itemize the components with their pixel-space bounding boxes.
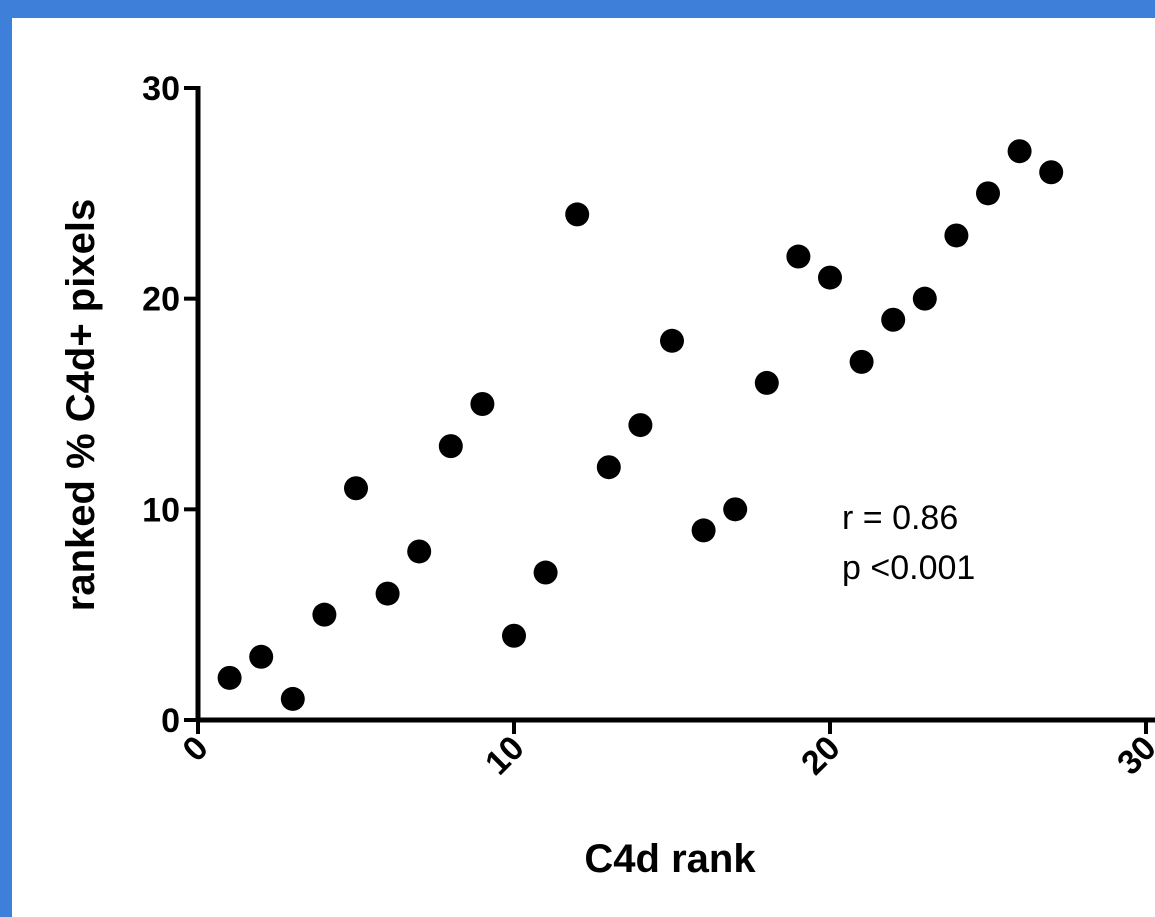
data-point bbox=[1007, 139, 1032, 164]
data-point bbox=[502, 623, 526, 648]
data-point bbox=[754, 370, 779, 395]
data-point bbox=[470, 392, 495, 416]
data-point bbox=[976, 181, 1000, 206]
data-point bbox=[217, 665, 242, 690]
data-point bbox=[723, 497, 748, 522]
y-axis-title: ranked % C4d+ pixels bbox=[59, 199, 103, 611]
data-point bbox=[312, 602, 337, 627]
correlation-annotation: r = 0.86 bbox=[842, 499, 958, 537]
data-points bbox=[217, 139, 1064, 711]
data-point bbox=[881, 307, 906, 332]
data-point bbox=[375, 581, 400, 606]
data-point bbox=[628, 413, 653, 438]
data-point bbox=[280, 686, 305, 711]
data-point bbox=[438, 434, 463, 459]
y-tick-label: 10 bbox=[142, 491, 180, 529]
x-axis-title: C4d rank bbox=[584, 837, 756, 881]
data-point bbox=[912, 286, 937, 311]
p-value-annotation: p <0.001 bbox=[842, 549, 975, 587]
data-point bbox=[944, 223, 969, 248]
plot-background bbox=[12, 18, 1155, 917]
data-point bbox=[691, 518, 716, 543]
data-point bbox=[596, 455, 621, 480]
data-point bbox=[249, 644, 274, 669]
data-point bbox=[786, 244, 811, 269]
data-point bbox=[818, 265, 842, 290]
data-point bbox=[344, 476, 368, 501]
frame-border-left bbox=[0, 0, 12, 917]
data-point bbox=[849, 349, 874, 374]
data-point bbox=[533, 560, 558, 585]
y-tick-label: 20 bbox=[142, 281, 180, 319]
y-tick-label: 30 bbox=[142, 70, 180, 108]
data-point bbox=[660, 328, 684, 353]
data-point bbox=[407, 539, 432, 564]
y-tick-label: 0 bbox=[161, 702, 180, 740]
data-point bbox=[1039, 160, 1064, 185]
frame-border bbox=[0, 0, 1155, 18]
data-point bbox=[565, 202, 590, 227]
